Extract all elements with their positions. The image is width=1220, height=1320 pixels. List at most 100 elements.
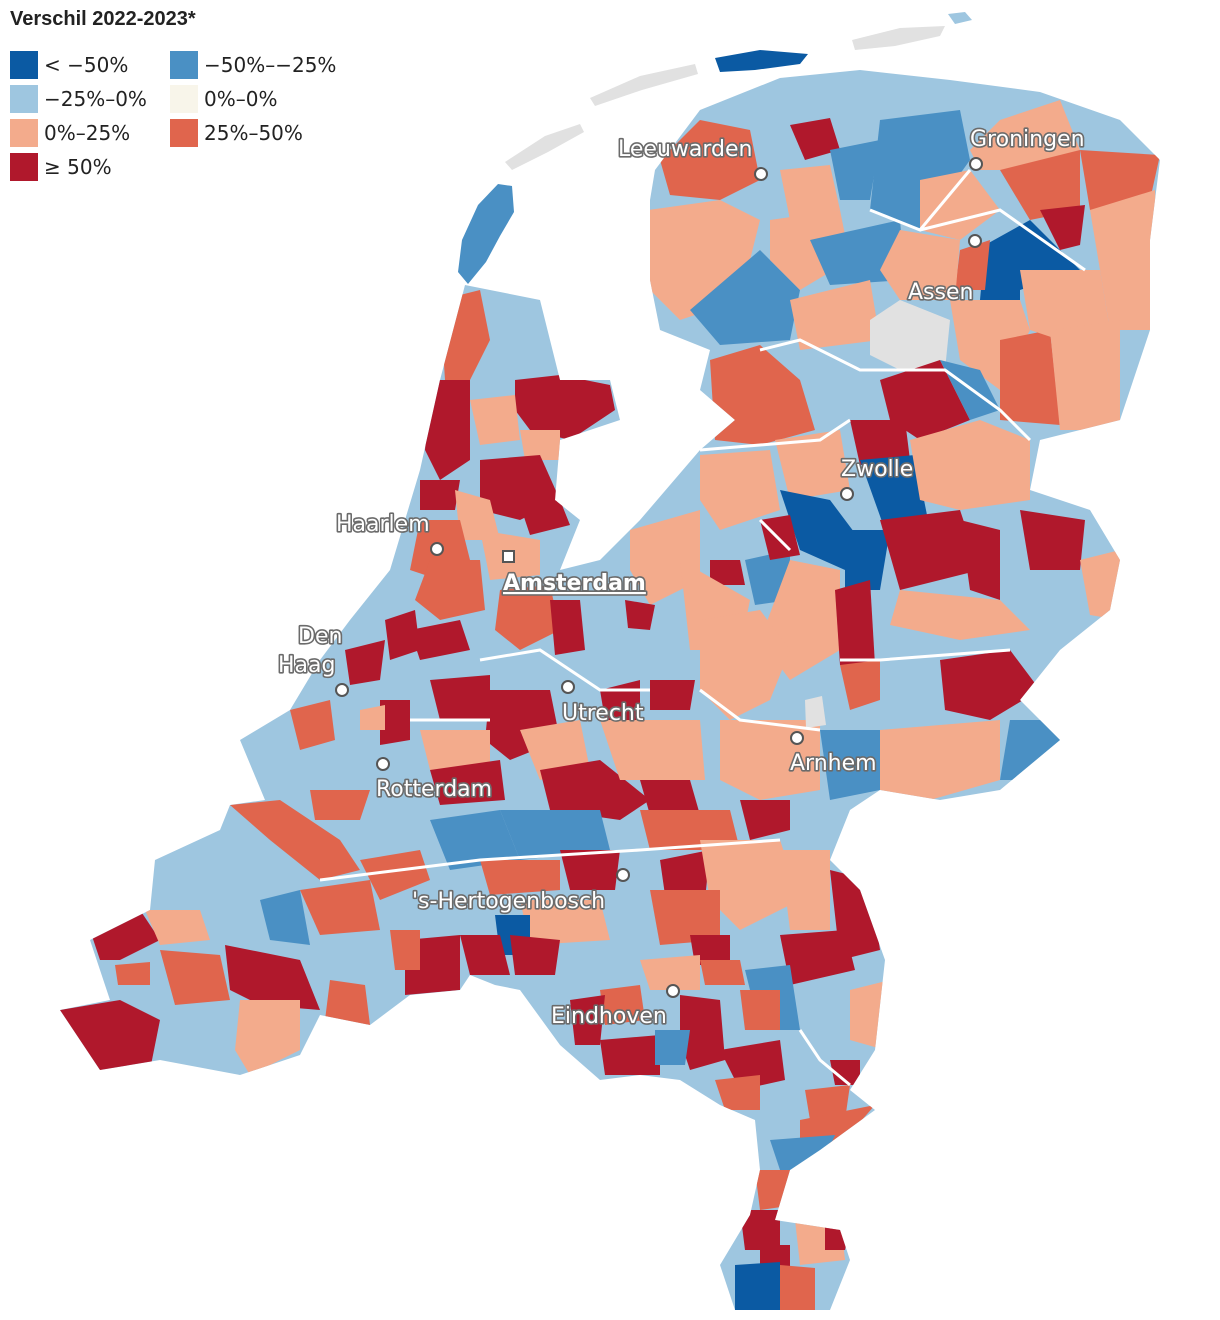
region — [805, 696, 826, 728]
region — [410, 620, 470, 660]
region — [625, 600, 655, 630]
region — [1000, 330, 1060, 425]
region — [710, 560, 745, 585]
legend-swatch — [170, 119, 198, 147]
region — [720, 1040, 785, 1090]
region — [880, 510, 980, 590]
city-arnhem: Arnhem — [788, 731, 878, 778]
svg-text:Rotterdam: Rotterdam — [376, 777, 492, 802]
region — [480, 860, 560, 895]
region — [835, 580, 875, 665]
region — [360, 705, 385, 730]
svg-text:Amsterdam: Amsterdam — [503, 571, 646, 596]
legend-label: 0%–0% — [204, 87, 278, 111]
region — [520, 430, 560, 460]
region — [1000, 150, 1080, 220]
region — [690, 250, 800, 345]
region — [700, 840, 800, 930]
region — [780, 490, 860, 570]
island-texel — [458, 184, 514, 284]
island-vlieland — [505, 124, 584, 170]
region — [780, 850, 830, 930]
legend-item: 25%–50% — [170, 119, 330, 147]
region — [840, 660, 880, 710]
region — [845, 530, 890, 590]
island-rottumeroog — [948, 12, 972, 24]
region — [225, 945, 320, 1010]
region — [260, 890, 310, 945]
region — [680, 995, 725, 1070]
svg-text:Leeuwarden: Leeuwarden — [618, 137, 752, 162]
region — [515, 375, 615, 440]
island-ameland — [715, 50, 808, 72]
region — [560, 850, 620, 890]
region — [860, 455, 930, 530]
legend-item: −25%–0% — [10, 85, 170, 113]
region — [235, 1000, 300, 1075]
region — [775, 430, 850, 500]
legend-item: 0%–25% — [10, 119, 170, 147]
svg-text:'s-Hertogenbosch: 's-Hertogenbosch — [412, 889, 605, 914]
region — [470, 395, 520, 445]
region — [770, 1135, 835, 1170]
region — [510, 935, 560, 975]
region — [115, 962, 150, 985]
region — [700, 450, 780, 530]
legend: < −50% −50%–−25% −25%–0% 0%–0% 0%–25% 25… — [10, 48, 340, 184]
region — [600, 1035, 660, 1075]
region — [325, 980, 370, 1025]
region — [230, 800, 360, 880]
city-den-haag: Den Haag — [276, 622, 349, 697]
region — [850, 420, 910, 465]
legend-title: Verschil 2022-2023* — [10, 8, 196, 30]
region — [1090, 190, 1160, 330]
region — [640, 780, 700, 815]
region — [345, 640, 385, 685]
city-haarlem: Haarlem — [334, 510, 444, 556]
region — [655, 1030, 690, 1065]
region — [570, 995, 605, 1045]
region — [310, 790, 370, 820]
city-assen: Assen — [906, 234, 982, 307]
legend-swatch — [10, 51, 38, 79]
legend-label: −25%–0% — [44, 87, 147, 111]
region — [550, 600, 585, 655]
region — [820, 730, 880, 800]
region — [1040, 205, 1085, 250]
region — [780, 165, 840, 220]
region — [420, 730, 490, 770]
region — [660, 120, 760, 200]
legend-label: −50%–−25% — [204, 53, 337, 77]
region — [640, 955, 700, 990]
region — [870, 300, 950, 370]
svg-text:Assen: Assen — [908, 280, 973, 305]
region — [360, 850, 430, 900]
city-markers: Leeuwarden Groningen Assen Zwolle Haarle… — [276, 125, 1086, 1030]
region — [600, 985, 645, 1025]
city-s-hertogenbosch: 's-Hertogenbosch — [410, 868, 630, 916]
region — [600, 720, 705, 780]
region — [540, 760, 650, 820]
region — [430, 675, 490, 720]
svg-text:Haarlem: Haarlem — [336, 512, 430, 537]
region — [780, 1265, 815, 1310]
region — [300, 880, 380, 935]
region — [430, 810, 520, 870]
region — [455, 490, 500, 540]
region — [90, 910, 160, 960]
region — [385, 610, 420, 660]
island-schiermonnikoog — [852, 26, 945, 50]
region — [880, 720, 1000, 800]
svg-text:Arnhem: Arnhem — [790, 751, 877, 776]
den-haag-line-1: Den — [298, 624, 342, 649]
region — [910, 420, 1030, 510]
region — [460, 935, 510, 975]
city-utrecht: Utrecht — [560, 680, 645, 728]
region — [790, 118, 840, 160]
region — [1080, 550, 1120, 620]
legend-label: 0%–25% — [44, 121, 131, 145]
province-borders — [319, 169, 1086, 1087]
legend-swatch — [10, 119, 38, 147]
legend-item: ≥ 50% — [10, 153, 170, 181]
region — [650, 680, 695, 710]
